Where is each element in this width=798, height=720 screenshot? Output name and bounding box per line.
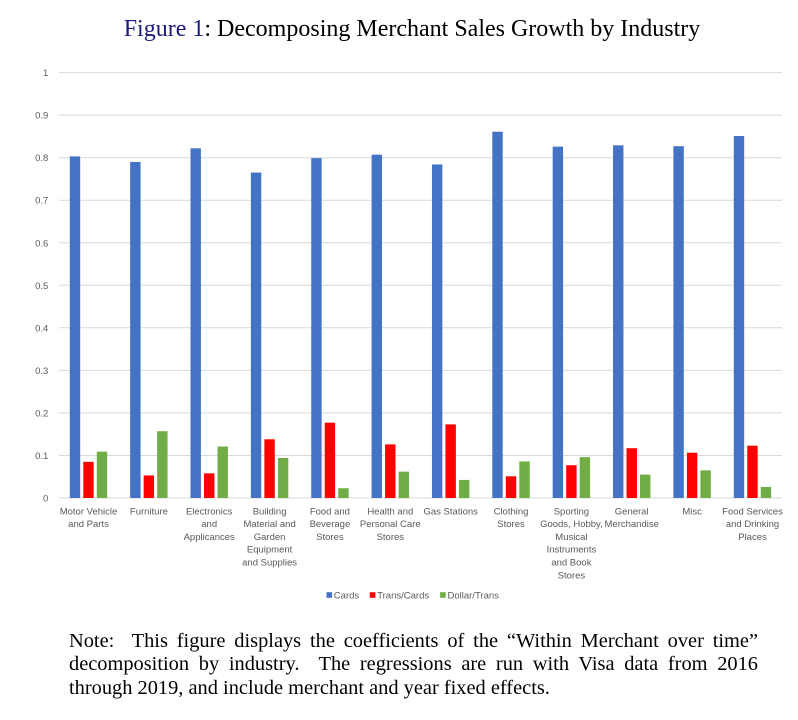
svg-text:and Parts: and Parts <box>68 519 109 530</box>
svg-text:and Book: and Book <box>551 558 591 569</box>
svg-text:Stores: Stores <box>558 570 586 581</box>
svg-text:Garden: Garden <box>254 532 286 543</box>
svg-text:0: 0 <box>43 494 48 505</box>
svg-text:Merchandise: Merchandise <box>605 519 659 530</box>
svg-text:Applicances: Applicances <box>184 532 235 543</box>
svg-text:Electronics: Electronics <box>186 506 233 517</box>
svg-text:Places: Places <box>738 532 767 543</box>
svg-text:and Drinking: and Drinking <box>726 519 779 530</box>
svg-text:Misc: Misc <box>682 506 702 517</box>
svg-text:Goods, Hobby,: Goods, Hobby, <box>540 519 603 530</box>
svg-text:0.1: 0.1 <box>35 451 48 462</box>
svg-text:0.5: 0.5 <box>35 281 48 292</box>
svg-text:Instruments: Instruments <box>547 545 597 556</box>
svg-text:Equipment: Equipment <box>247 545 293 556</box>
svg-text:and: and <box>201 519 217 530</box>
svg-text:Motor Vehicle: Motor Vehicle <box>60 506 118 517</box>
svg-text:Cards: Cards <box>334 591 360 602</box>
svg-text:0.8: 0.8 <box>35 153 48 164</box>
svg-text:Building: Building <box>253 506 287 517</box>
svg-text:Clothing: Clothing <box>494 506 529 517</box>
svg-text:Health and: Health and <box>367 506 413 517</box>
svg-text:Stores: Stores <box>497 519 525 530</box>
svg-text:and Supplies: and Supplies <box>242 558 297 569</box>
svg-text:Food and: Food and <box>310 506 350 517</box>
svg-text:Beverage: Beverage <box>310 519 351 530</box>
svg-text:Personal Care: Personal Care <box>360 519 421 530</box>
svg-text:0.3: 0.3 <box>35 366 48 377</box>
svg-text:Dollar/Trans: Dollar/Trans <box>448 591 500 602</box>
svg-text:0.7: 0.7 <box>35 196 48 207</box>
svg-text:Stores: Stores <box>316 532 344 543</box>
svg-text:Food Services: Food Services <box>722 506 783 517</box>
svg-text:0.6: 0.6 <box>35 238 48 249</box>
svg-text:Gas Stations: Gas Stations <box>424 506 479 517</box>
svg-text:Musical: Musical <box>555 532 587 543</box>
svg-text:Trans/Cards: Trans/Cards <box>377 591 429 602</box>
svg-text:0.4: 0.4 <box>35 323 48 334</box>
svg-text:Stores: Stores <box>377 532 405 543</box>
svg-text:0.9: 0.9 <box>35 111 48 122</box>
svg-text:Sporting: Sporting <box>554 506 589 517</box>
svg-text:Material and: Material and <box>243 519 295 530</box>
svg-text:Furniture: Furniture <box>130 506 168 517</box>
svg-text:0.2: 0.2 <box>35 408 48 419</box>
svg-text:General: General <box>615 506 649 517</box>
svg-text:1: 1 <box>43 68 48 79</box>
